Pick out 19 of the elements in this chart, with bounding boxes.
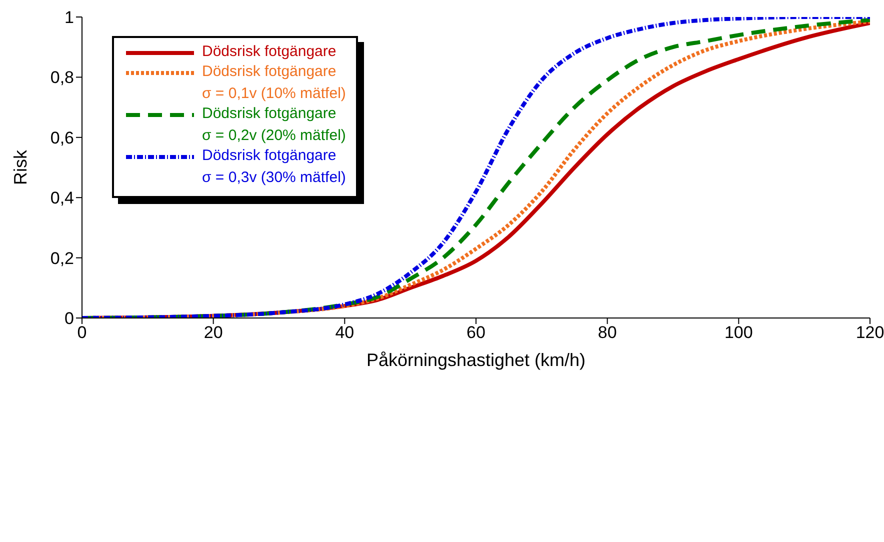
x-tick-label: 60: [466, 323, 486, 342]
y-tick-label: 0,2: [50, 248, 74, 268]
x-tick-label: 120: [856, 323, 884, 342]
legend-label: Dödsrisk fotgängare σ = 0,1v (10% mätfel): [202, 62, 346, 104]
y-tick-label: 0,4: [50, 188, 74, 208]
legend-label: Dödsrisk fotgängare σ = 0,2v (20% mätfel): [202, 104, 346, 146]
legend-label: Dödsrisk fotgängare: [202, 42, 336, 62]
x-tick-label: 40: [335, 323, 354, 342]
y-tick-label: 0,6: [50, 128, 74, 148]
y-tick-label: 0: [64, 309, 74, 328]
y-axis-title: Risk: [10, 149, 30, 185]
y-tick-label: 0,8: [50, 68, 74, 88]
legend-label: Dödsrisk fotgängare σ = 0,3v (30% mätfel): [202, 146, 346, 188]
y-tick-label: 1: [64, 8, 74, 28]
x-tick-label: 0: [77, 323, 87, 342]
x-tick-label: 100: [724, 323, 753, 342]
x-tick-label: 20: [204, 323, 223, 342]
x-axis-title: Påkörningshastighet (km/h): [366, 350, 586, 370]
x-tick-label: 80: [598, 323, 617, 342]
